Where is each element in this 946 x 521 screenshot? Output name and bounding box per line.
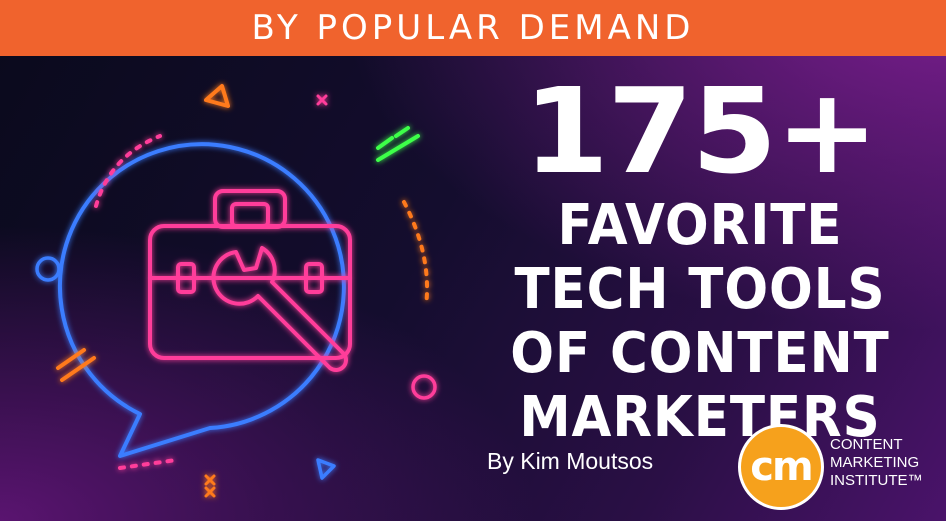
- cmi-logo: cm CONTENT MARKETING INSTITUTE™: [738, 424, 938, 514]
- headline-line-1: FAVORITE: [557, 193, 843, 258]
- neon-decorations: [35, 84, 437, 498]
- headline-line-3: OF CONTENT: [510, 321, 890, 386]
- logo-badge: cm: [738, 424, 824, 510]
- headline: 175+ FAVORITE TECH TOOLS OF CONTENT MARK…: [470, 72, 930, 446]
- dotted-arc-pink: [94, 134, 162, 208]
- headline-number: 175+: [522, 62, 879, 200]
- logo-wordmark: CONTENT MARKETING INSTITUTE™: [830, 436, 923, 490]
- cross-shape: [316, 94, 328, 106]
- speech-bubble-icon: [57, 142, 346, 458]
- logo-line-1: CONTENT: [830, 436, 903, 453]
- logo-line-3: INSTITUTE™: [830, 472, 923, 489]
- logo-mark: cm: [750, 444, 813, 490]
- top-banner: BY POPULAR DEMAND: [0, 0, 946, 56]
- circle-shape-blue: [35, 256, 61, 282]
- circle-shape-pink: [411, 374, 437, 400]
- cross-shape-orange: [204, 474, 216, 498]
- triangle-shape-blue: [316, 458, 336, 480]
- triangle-shape: [204, 84, 230, 108]
- logo-line-2: MARKETING: [830, 454, 920, 471]
- banner-text: BY POPULAR DEMAND: [251, 8, 695, 48]
- headline-line-2: TECH TOOLS: [514, 257, 886, 322]
- headline-line-4: MARKETERS: [519, 385, 881, 450]
- wrench-icon: [211, 246, 348, 372]
- dash-lines-orange: [56, 348, 96, 382]
- dotted-arc-orange: [402, 200, 430, 308]
- dash-lines-green: [376, 126, 420, 162]
- toolbox-icon: [148, 189, 352, 360]
- dotted-line-pink: [118, 458, 178, 470]
- author-byline: By Kim Moutsos: [487, 448, 654, 474]
- neon-illustration: [35, 84, 437, 498]
